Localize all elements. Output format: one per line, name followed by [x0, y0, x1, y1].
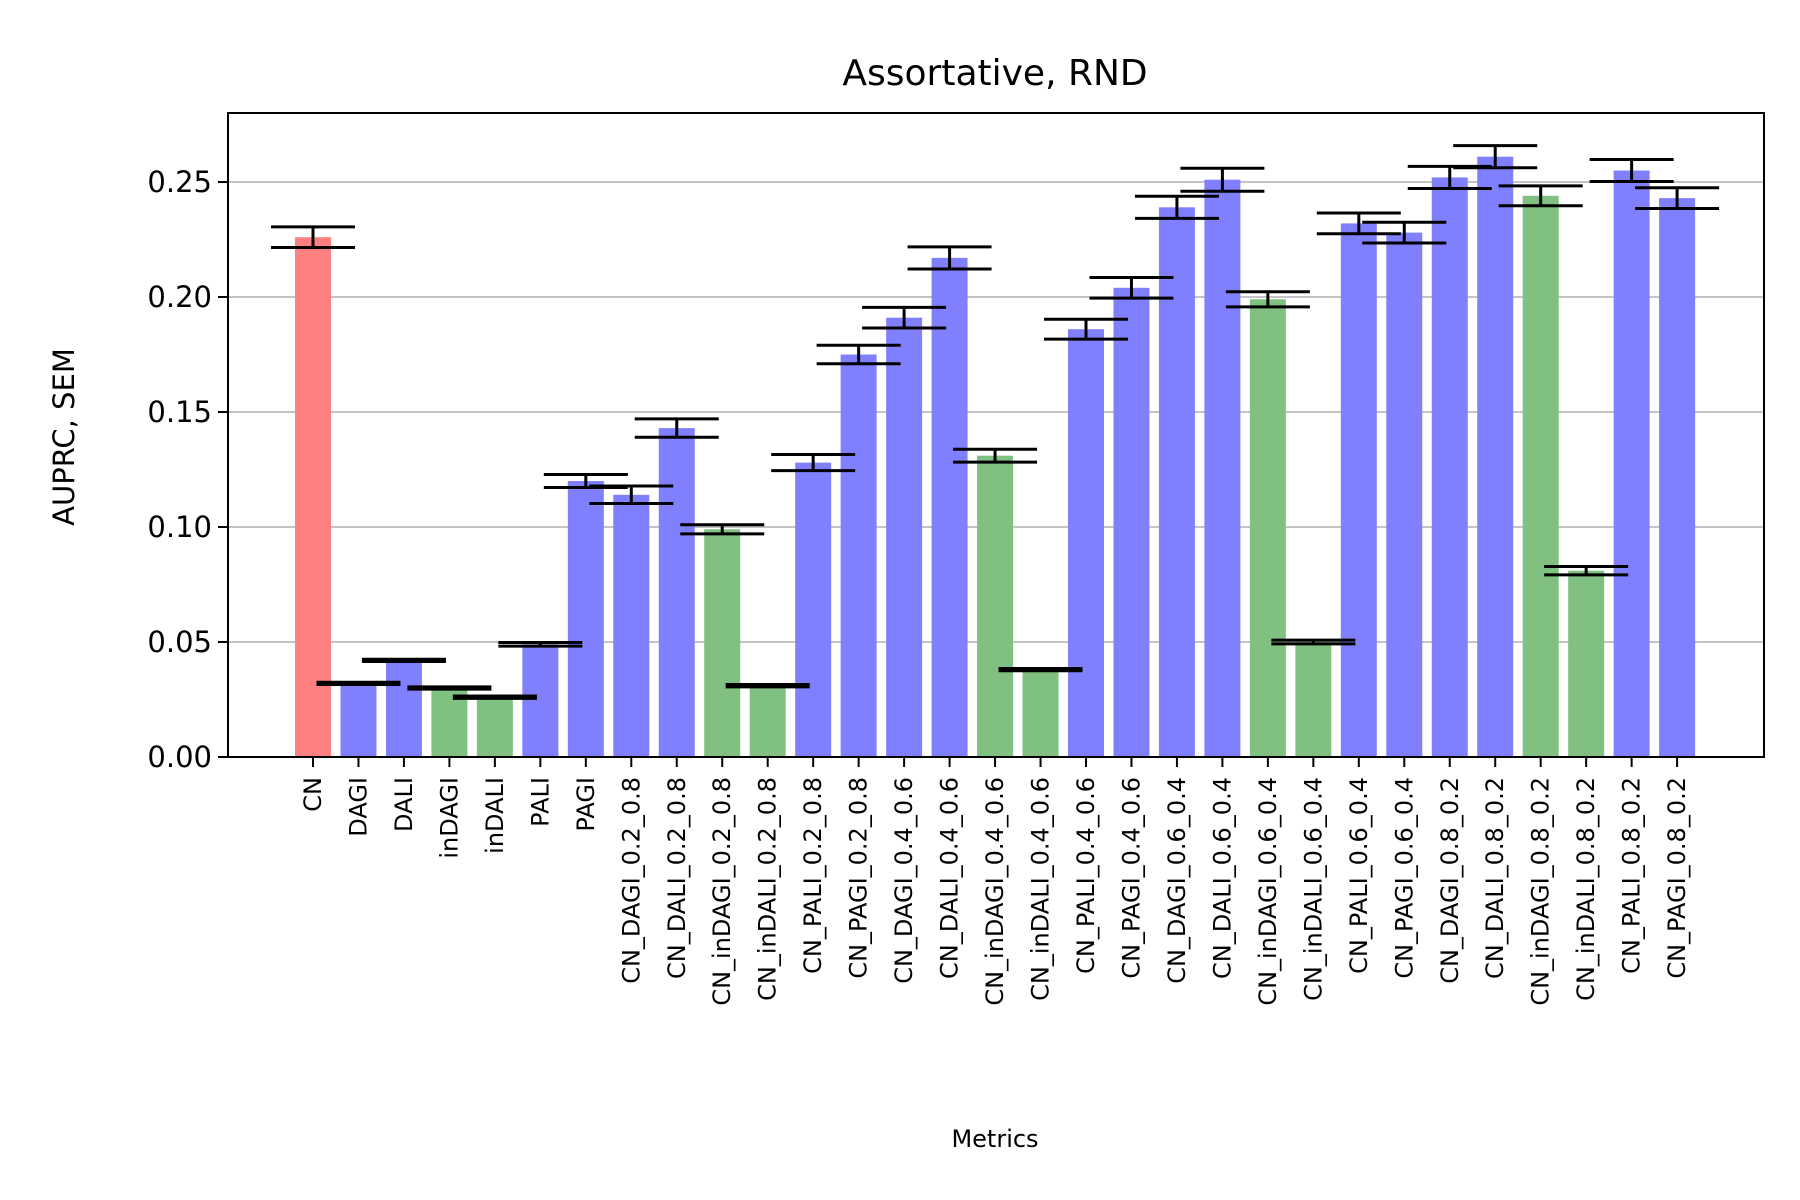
x-axis-label: Metrics [951, 1125, 1038, 1153]
bar [295, 237, 331, 757]
bar [1431, 177, 1468, 757]
y-tick-label: 0.05 [147, 625, 212, 659]
bar [1477, 156, 1514, 757]
x-tick-label: CN_PAGI_0.2_0.8 [845, 777, 873, 979]
bars [295, 156, 1696, 758]
bar [1659, 198, 1696, 758]
x-tick-label: CN_PALI_0.8_0.2 [1618, 777, 1646, 974]
bar [1295, 642, 1332, 757]
x-tick-label: inDALI [481, 777, 509, 854]
bar [385, 660, 422, 757]
bar [613, 494, 650, 757]
bar [1158, 207, 1195, 758]
bar [1522, 195, 1559, 758]
x-tick-label: CN_DALI_0.4_0.6 [936, 777, 964, 979]
x-tick-label: CN_inDAGI_0.2_0.8 [708, 777, 736, 1006]
x-tick-label: CN_PALI_0.6_0.4 [1345, 777, 1373, 974]
bar [704, 529, 741, 757]
bar [340, 683, 377, 757]
bar [749, 685, 786, 757]
x-tick-label: inDAGI [435, 777, 463, 859]
bar [886, 317, 923, 757]
y-axis-ticks: 0.00 0.05 0.10 0.15 0.20 0.25 [147, 165, 228, 774]
x-tick-label: DALI [390, 777, 418, 832]
bar [1022, 669, 1059, 757]
bar [977, 455, 1014, 757]
bar [567, 481, 604, 757]
bar [1067, 329, 1104, 757]
x-tick-label: DAGI [344, 777, 372, 837]
x-tick-label: CN_inDALI_0.2_0.8 [754, 777, 782, 1001]
x-tick-label: CN [299, 777, 327, 812]
x-tick-label: CN_inDALI_0.6_0.4 [1299, 777, 1327, 1001]
bar [522, 644, 559, 757]
bar [1386, 232, 1423, 758]
bar [1113, 287, 1150, 757]
x-tick-label: CN_DAGI_0.2_0.8 [617, 777, 645, 984]
y-tick-label: 0.20 [147, 280, 212, 314]
x-tick-label: CN_inDAGI_0.8_0.2 [1527, 777, 1555, 1006]
x-axis-ticks: CN DAGI DALI inDAGI inDALI PALI PAGI CN_DAGI_0.… [299, 757, 1691, 1006]
chart-title: Assortative, RND [842, 53, 1147, 94]
x-tick-label: CN_DAGI_0.6_0.4 [1163, 777, 1191, 984]
x-tick-label: CN_DALI_0.6_0.4 [1208, 777, 1236, 979]
x-tick-label: CN_PALI_0.4_0.6 [1072, 777, 1100, 974]
x-tick-label: CN_PALI_0.2_0.8 [799, 777, 827, 974]
x-tick-label: CN_PAGI_0.4_0.6 [1117, 777, 1145, 979]
bar [1613, 170, 1650, 757]
bar [1204, 179, 1241, 757]
x-tick-label: CN_DAGI_0.4_0.6 [890, 777, 918, 984]
x-tick-label: CN_inDAGI_0.4_0.6 [981, 777, 1009, 1006]
x-tick-label: CN_DAGI_0.8_0.2 [1436, 777, 1464, 984]
x-tick-label: CN_DALI_0.2_0.8 [663, 777, 691, 979]
x-tick-label: PAGI [572, 777, 600, 832]
bar [840, 354, 877, 757]
bar [1568, 570, 1605, 757]
error-bars [271, 144, 1720, 700]
x-tick-label: PALI [526, 777, 554, 827]
bar [795, 462, 832, 757]
bar [1340, 223, 1377, 757]
bar [658, 428, 695, 757]
y-tick-label: 0.00 [147, 740, 212, 774]
bar [476, 697, 513, 757]
x-tick-label: CN_inDALI_0.4_0.6 [1027, 777, 1055, 1001]
bar [931, 257, 968, 757]
y-tick-label: 0.15 [147, 395, 212, 429]
y-tick-label: 0.25 [147, 165, 212, 199]
y-axis-label: AUPRC, SEM [47, 348, 81, 526]
x-tick-label: CN_inDALI_0.8_0.2 [1572, 777, 1600, 1001]
x-tick-label: CN_inDAGI_0.6_0.4 [1254, 777, 1282, 1006]
x-tick-label: CN_DALI_0.8_0.2 [1481, 777, 1509, 979]
x-tick-label: CN_PAGI_0.8_0.2 [1663, 777, 1691, 979]
y-tick-label: 0.10 [147, 510, 212, 544]
bar [1249, 299, 1286, 757]
x-tick-label: CN_PAGI_0.6_0.4 [1390, 777, 1418, 979]
